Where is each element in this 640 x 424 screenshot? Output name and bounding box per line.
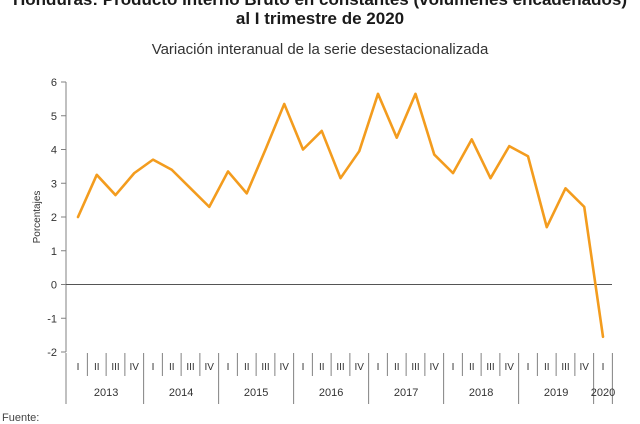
x-tick-label-quarter: III bbox=[411, 362, 419, 373]
x-tick-label-quarter: IV bbox=[580, 362, 590, 373]
x-tick-label-quarter: I bbox=[77, 362, 80, 373]
x-tick-label-quarter: IV bbox=[430, 362, 440, 373]
source-label: Fuente: bbox=[2, 412, 40, 424]
x-tick-label-quarter: IV bbox=[130, 362, 140, 373]
y-tick-label: 0 bbox=[51, 280, 57, 292]
x-tick-label-quarter: I bbox=[377, 362, 380, 373]
x-tick-label-quarter: I bbox=[602, 362, 605, 373]
x-tick-label-quarter: II bbox=[469, 362, 475, 373]
x-tick-label-quarter: III bbox=[486, 362, 494, 373]
x-tick-label-quarter: I bbox=[452, 362, 455, 373]
x-tick-label-quarter: IV bbox=[505, 362, 515, 373]
x-tick-label-year: 2014 bbox=[169, 387, 193, 399]
x-tick-label-quarter: II bbox=[544, 362, 550, 373]
x-tick-label-quarter: IV bbox=[205, 362, 215, 373]
x-tick-label-quarter: III bbox=[111, 362, 119, 373]
x-tick-label-year: 2018 bbox=[469, 387, 493, 399]
y-tick-label: 1 bbox=[51, 246, 57, 258]
x-tick-label-year: 2017 bbox=[394, 387, 418, 399]
x-tick-label-quarter: III bbox=[186, 362, 194, 373]
x-tick-label-quarter: III bbox=[261, 362, 269, 373]
chart-title-line-1: Honduras: Producto Interno Bruto en cons… bbox=[0, 0, 640, 10]
y-tick-label: -1 bbox=[47, 313, 57, 325]
x-tick-label-quarter: I bbox=[527, 362, 530, 373]
x-tick-label-quarter: I bbox=[227, 362, 230, 373]
x-tick-label-quarter: I bbox=[302, 362, 305, 373]
y-axis-label: Porcentajes bbox=[32, 191, 43, 244]
y-tick-label: 5 bbox=[51, 111, 57, 123]
x-tick-label-quarter: I bbox=[152, 362, 155, 373]
x-tick-label-quarter: II bbox=[94, 362, 100, 373]
y-tick-label: -2 bbox=[47, 347, 57, 359]
y-tick-label: 2 bbox=[51, 212, 57, 224]
y-tick-label: 3 bbox=[51, 178, 57, 190]
x-tick-label-quarter: III bbox=[336, 362, 344, 373]
x-tick-label-quarter: II bbox=[169, 362, 175, 373]
x-tick-label-quarter: IV bbox=[355, 362, 365, 373]
x-tick-label-quarter: II bbox=[394, 362, 400, 373]
chart-subtitle: Variación interanual de la serie desesta… bbox=[151, 41, 489, 58]
chart-title-line-2: al I trimestre de 2020 bbox=[235, 9, 405, 28]
x-tick-label-quarter: II bbox=[244, 362, 250, 373]
x-tick-label-year: 2019 bbox=[544, 387, 568, 399]
x-tick-label-year: 2016 bbox=[319, 387, 343, 399]
y-tick-label: 6 bbox=[51, 77, 57, 89]
x-tick-label-year: 2015 bbox=[244, 387, 268, 399]
x-tick-label-year: 2020 bbox=[591, 387, 615, 399]
x-tick-label-quarter: II bbox=[319, 362, 325, 373]
x-tick-label-quarter: III bbox=[561, 362, 569, 373]
x-tick-label-quarter: IV bbox=[280, 362, 290, 373]
x-tick-label-year: 2013 bbox=[94, 387, 118, 399]
series-line bbox=[76, 92, 605, 339]
y-tick-label: 4 bbox=[51, 145, 57, 157]
